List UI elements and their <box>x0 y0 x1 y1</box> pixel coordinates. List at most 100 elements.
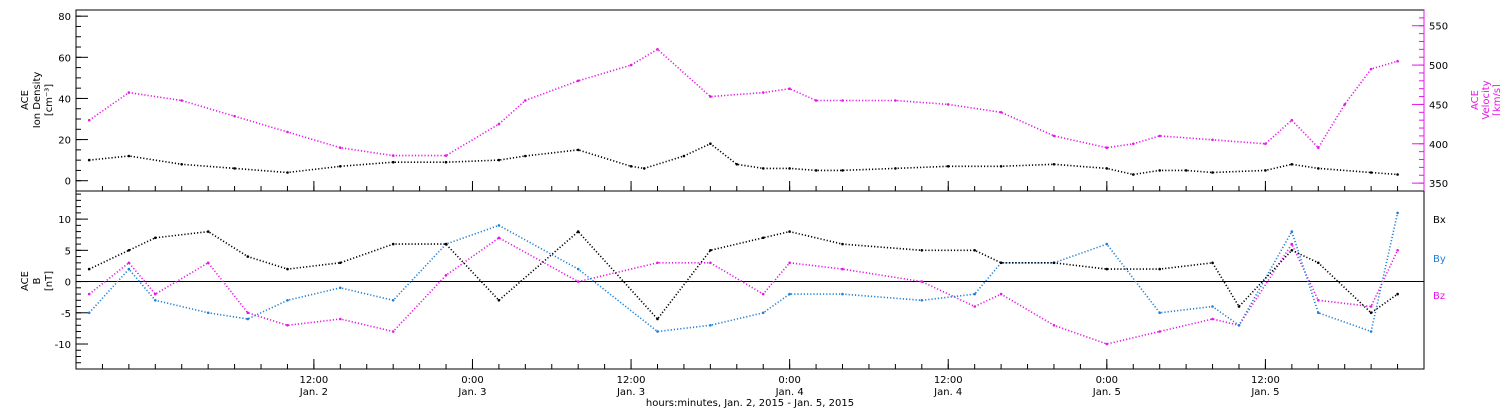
point-ion-density <box>1105 167 1109 170</box>
point-bz <box>1369 305 1373 308</box>
point-bz <box>339 317 342 321</box>
point-bx <box>246 255 250 258</box>
point-by <box>1105 242 1109 246</box>
x-tick-date: Jan. 3 <box>616 387 645 398</box>
point-bx <box>497 299 501 302</box>
point-by <box>1396 211 1399 215</box>
point-bx <box>1396 292 1399 296</box>
b-label-line3: [nT] <box>44 271 55 291</box>
point-bx <box>1317 261 1320 265</box>
point-ion-density <box>524 154 527 158</box>
point-ion-density <box>87 158 91 162</box>
point-velocity <box>180 99 183 102</box>
point-velocity <box>497 122 501 126</box>
series-bx-trace <box>88 230 1399 321</box>
point-velocity <box>339 146 342 149</box>
point-ion-density <box>761 167 765 170</box>
series-ion-density-trace <box>89 142 1398 176</box>
point-ion-density <box>576 148 580 152</box>
point-bz <box>1317 299 1320 302</box>
top-panel-frame <box>75 9 1425 192</box>
point-by <box>788 292 791 296</box>
point-velocity <box>946 103 950 106</box>
point-bx <box>1158 267 1161 271</box>
density-tick-label: 80 <box>58 12 71 23</box>
velocity-label-line2: Velocity <box>1481 80 1492 119</box>
x-tick-time: 0:00 <box>1096 375 1118 386</box>
point-bx <box>127 249 131 252</box>
point-bx <box>841 242 844 246</box>
density-label-line3: [cm⁻³] <box>44 84 55 116</box>
point-velocity <box>524 99 527 102</box>
point-ion-density <box>1290 163 1294 166</box>
x-tick-date: Jan. 2 <box>299 387 328 398</box>
point-ion-density <box>1132 173 1135 176</box>
b-label-line2: B <box>32 277 43 284</box>
data-points <box>87 48 1399 346</box>
point-velocity <box>999 111 1003 114</box>
point-bx <box>656 317 659 321</box>
point-by <box>339 286 342 290</box>
point-bz <box>1158 330 1161 333</box>
point-by <box>246 317 250 321</box>
x-tick-date: Jan. 4 <box>933 387 962 398</box>
point-bx <box>761 236 765 240</box>
point-bx <box>1237 305 1241 308</box>
point-velocity <box>127 91 131 94</box>
point-ion-density <box>1264 169 1267 172</box>
point-bz <box>87 292 91 296</box>
series-bz-trace <box>88 236 1399 345</box>
point-bz <box>154 292 157 296</box>
point-velocity <box>788 87 791 90</box>
point-bz <box>444 274 448 277</box>
density-label-line2: Ion Density <box>32 72 43 129</box>
point-ion-density <box>1052 163 1056 166</box>
point-bx <box>206 230 210 233</box>
point-bx <box>286 267 289 271</box>
point-velocity <box>1343 103 1346 106</box>
point-bx <box>1211 261 1214 265</box>
point-by <box>391 299 395 302</box>
velocity-label-line1: ACE <box>1470 90 1481 110</box>
point-ion-density <box>1369 171 1373 174</box>
point-velocity <box>629 63 633 67</box>
point-velocity <box>233 114 236 118</box>
point-ion-density <box>643 167 646 170</box>
point-bx <box>154 236 157 240</box>
point-ion-density <box>127 154 131 158</box>
point-bz <box>127 261 131 265</box>
point-by <box>709 324 712 327</box>
x-tick-date: Jan. 3 <box>457 387 486 398</box>
x-tick-time: 0:00 <box>778 375 800 386</box>
point-bz <box>576 280 580 283</box>
point-by <box>87 311 91 315</box>
b-tick-label: -5 <box>61 309 71 320</box>
point-bx <box>1369 311 1373 315</box>
point-bz <box>1211 317 1214 321</box>
x-tick-time: 0:00 <box>461 375 483 386</box>
point-by <box>206 311 210 315</box>
point-by <box>841 292 844 296</box>
legend-bz: Bz <box>1433 291 1445 302</box>
point-ion-density <box>1158 169 1161 172</box>
point-velocity <box>1317 146 1320 149</box>
point-velocity <box>1264 142 1267 146</box>
point-bz <box>246 311 250 315</box>
point-velocity <box>1290 118 1294 122</box>
point-velocity <box>709 95 712 98</box>
point-bx <box>999 261 1003 265</box>
point-bz <box>920 280 924 283</box>
point-velocity <box>1396 59 1399 63</box>
point-ion-density <box>709 142 712 145</box>
velocity-tick-label: 350 <box>1429 179 1448 190</box>
point-bz <box>1052 324 1056 327</box>
point-bx <box>1105 267 1109 271</box>
point-by <box>127 267 131 271</box>
point-ion-density <box>1396 173 1399 176</box>
point-bz <box>973 305 976 308</box>
x-axis-title: hours:minutes, Jan. 2, 2015 - Jan. 5, 20… <box>646 398 854 409</box>
point-bx <box>87 267 91 271</box>
b-tick-label: 0 <box>65 278 71 289</box>
